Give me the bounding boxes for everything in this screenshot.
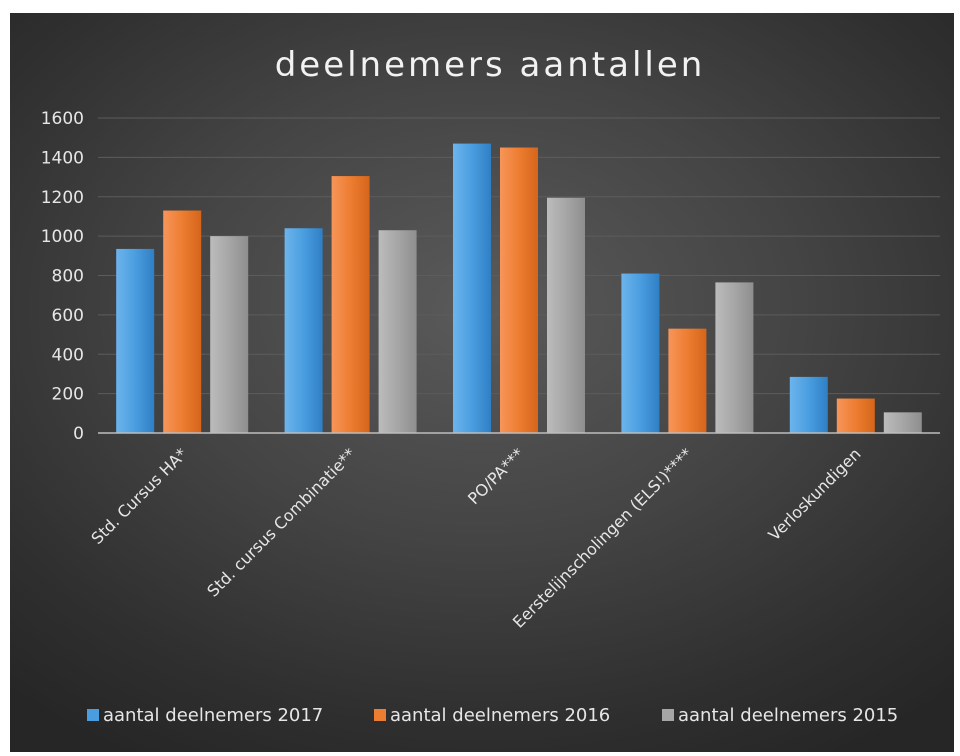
x-category-label: Std. Cursus HA* <box>87 444 191 548</box>
bar-5-series-3 <box>883 412 922 433</box>
legend-label: aantal deelnemers 2016 <box>390 705 610 726</box>
bar-2-series-1 <box>284 228 323 433</box>
bar-5-series-2 <box>836 398 875 433</box>
legend-swatch <box>374 709 386 721</box>
bar-3-series-3 <box>547 197 585 433</box>
y-axis-ticks: 0 200 400 600 800 1000 1200 1400 1600 <box>41 109 84 444</box>
x-category-label: PO/PA*** <box>464 444 528 508</box>
legend: aantal deelnemers 2017 aantal deelnemers … <box>87 705 898 726</box>
y-tick-label: 1200 <box>41 188 84 208</box>
bar-5-series-1 <box>789 376 828 433</box>
y-tick-label: 800 <box>52 267 84 287</box>
y-tick-label: 200 <box>52 385 84 405</box>
legend-swatch <box>662 709 674 721</box>
bar-4-series-2 <box>668 328 707 433</box>
bar-2-series-2 <box>331 176 370 433</box>
bar-3-series-1 <box>453 143 491 433</box>
legend-label: aantal deelnemers 2015 <box>678 705 898 726</box>
legend-swatch <box>87 709 99 721</box>
bar-3-series-2 <box>500 147 538 433</box>
x-category-label: Eerstelijnscholingen (ELS!)**** <box>509 444 696 631</box>
bar-2-series-3 <box>378 230 417 433</box>
bar-1-series-1 <box>116 248 155 433</box>
bars <box>116 143 922 433</box>
x-category-label: Std. cursus Combinatie** <box>203 444 359 600</box>
bar-4-series-1 <box>621 273 660 433</box>
y-tick-label: 400 <box>52 345 84 365</box>
y-tick-label: 1600 <box>41 109 84 129</box>
legend-label: aantal deelnemers 2017 <box>103 705 323 726</box>
x-axis-labels: Std. Cursus HA* Std. cursus Combinatie** P… <box>87 444 864 631</box>
bar-4-series-3 <box>715 282 754 433</box>
y-tick-label: 1000 <box>41 227 84 247</box>
bar-1-series-2 <box>163 210 202 433</box>
chart-title: deelnemers aantallen <box>275 45 706 85</box>
y-tick-label: 0 <box>73 424 84 444</box>
bar-1-series-3 <box>210 236 249 433</box>
y-tick-label: 600 <box>52 306 84 326</box>
x-category-label: Verloskundigen <box>765 444 865 544</box>
y-tick-label: 1400 <box>41 148 84 168</box>
